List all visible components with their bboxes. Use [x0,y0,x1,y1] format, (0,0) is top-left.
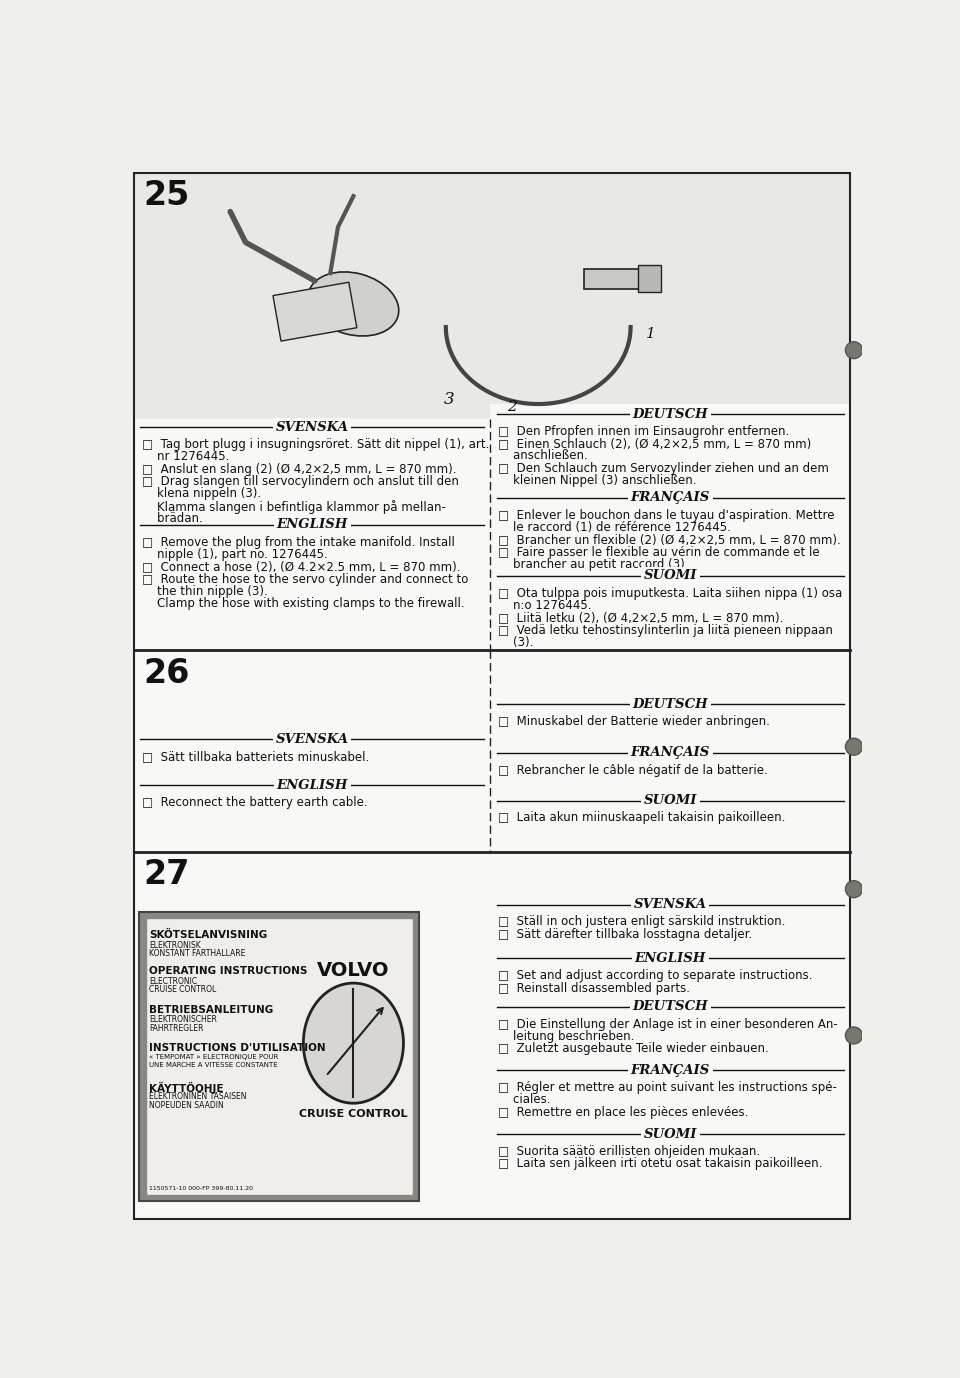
Text: 26: 26 [143,657,189,689]
Text: □  Suorita säätö erillisten ohjeiden mukaan.: □ Suorita säätö erillisten ohjeiden muka… [498,1145,760,1158]
Text: Clamp the hose with existing clamps to the firewall.: Clamp the hose with existing clamps to t… [142,597,465,610]
Text: SVENSKA: SVENSKA [276,733,348,745]
Text: □  Faire passer le flexible au vérin de commande et le: □ Faire passer le flexible au vérin de c… [498,546,820,558]
Text: ENGLISH: ENGLISH [276,518,348,532]
Text: FRANÇAIS: FRANÇAIS [631,492,710,504]
Text: NOPEUDEN SAADIN: NOPEUDEN SAADIN [150,1101,224,1109]
Text: anschließen.: anschließen. [498,449,588,463]
Circle shape [846,739,862,755]
Text: kleinen Nippel (3) anschließen.: kleinen Nippel (3) anschließen. [498,474,697,488]
Text: BETRIEBSANLEITUNG: BETRIEBSANLEITUNG [150,1005,274,1014]
Text: □  Tag bort plugg i insugningsröret. Sätt dit nippel (1), art.: □ Tag bort plugg i insugningsröret. Sätt… [142,438,489,451]
Bar [273,282,357,342]
Text: ELEKTRONISCHER: ELEKTRONISCHER [150,1016,217,1024]
Text: (3).: (3). [498,635,534,649]
Text: 1150571-10 000-FP 399-80.11.20: 1150571-10 000-FP 399-80.11.20 [150,1185,253,1191]
Text: □  Remettre en place les pièces enlevées.: □ Remettre en place les pièces enlevées. [498,1105,749,1119]
Text: KÄYTTÖOHJE: KÄYTTÖOHJE [150,1082,224,1094]
Text: □  Enlever le bouchon dans le tuyau d'aspiration. Mettre: □ Enlever le bouchon dans le tuyau d'asp… [498,508,834,522]
Text: □  Den Pfropfen innen im Einsaugrohr entfernen.: □ Den Pfropfen innen im Einsaugrohr entf… [498,424,789,438]
Text: brancher au petit raccord (3).: brancher au petit raccord (3). [498,558,688,570]
Text: CRUISE CONTROL: CRUISE CONTROL [300,1109,408,1119]
Bar [585,269,654,288]
Text: □  Sätt därefter tillbaka losstagna detaljer.: □ Sätt därefter tillbaka losstagna detal… [498,927,753,941]
Circle shape [846,342,862,358]
Text: nr 1276445.: nr 1276445. [142,451,229,463]
Text: SKÖTSELANVISNING: SKÖTSELANVISNING [150,930,268,940]
Bar [134,174,491,419]
Text: □  Minuskabel der Batterie wieder anbringen.: □ Minuskabel der Batterie wieder anbring… [498,715,770,728]
Text: □  Sätt tillbaka batteriets minuskabel.: □ Sätt tillbaka batteriets minuskabel. [142,750,369,763]
Text: □  Laita akun miinuskaapeli takaisin paikoilleen.: □ Laita akun miinuskaapeli takaisin paik… [498,812,785,824]
Text: DEUTSCH: DEUTSCH [633,408,708,420]
Text: ciales.: ciales. [498,1093,551,1107]
Text: □  Reinstall disassembled parts.: □ Reinstall disassembled parts. [498,981,690,995]
Text: CRUISE CONTROL: CRUISE CONTROL [150,985,217,995]
Text: □  Laita sen jälkeen irti otetu osat takaisin paikoilleen.: □ Laita sen jälkeen irti otetu osat taka… [498,1158,823,1170]
Circle shape [846,881,862,897]
Text: le raccord (1) de référence 1276445.: le raccord (1) de référence 1276445. [498,521,731,535]
Text: □  Ställ in och justera enligt särskild instruktion.: □ Ställ in och justera enligt särskild i… [498,915,785,929]
Text: □  Rebrancher le câble négatif de la batterie.: □ Rebrancher le câble négatif de la batt… [498,763,768,777]
Text: □  Régler et mettre au point suivant les instructions spé-: □ Régler et mettre au point suivant les … [498,1080,837,1094]
Text: brädan.: brädan. [142,511,203,525]
Text: □  Die Einstellung der Anlage ist in einer besonderen An-: □ Die Einstellung der Anlage ist in eine… [498,1018,838,1031]
Text: SUOMI: SUOMI [643,1127,697,1141]
Text: DEUTSCH: DEUTSCH [633,697,708,711]
Text: 25: 25 [143,179,189,212]
Text: the thin nipple (3).: the thin nipple (3). [142,586,268,598]
Text: Klamma slangen i befintliga klammor på mellan-: Klamma slangen i befintliga klammor på m… [142,500,445,514]
Text: □  Ota tulppa pois imuputkesta. Laita siihen nippa (1) osa: □ Ota tulppa pois imuputkesta. Laita sii… [498,587,843,599]
Text: « TEMPOMAT » ELECTRONIQUE POUR: « TEMPOMAT » ELECTRONIQUE POUR [150,1054,278,1060]
Text: UNE MARCHE A VITESSE CONSTANTE: UNE MARCHE A VITESSE CONSTANTE [150,1062,278,1068]
Text: ELEKTRONISK: ELEKTRONISK [150,941,201,949]
Ellipse shape [303,983,403,1104]
Bar [146,918,413,1195]
Text: □  Einen Schlauch (2), (Ø 4,2×2,5 mm, L = 870 mm): □ Einen Schlauch (2), (Ø 4,2×2,5 mm, L =… [498,437,811,451]
Text: FRANÇAIS: FRANÇAIS [631,1064,710,1076]
Text: n:o 1276445.: n:o 1276445. [498,599,591,612]
Text: □  Liitä letku (2), (Ø 4,2×2,5 mm, L = 870 mm).: □ Liitä letku (2), (Ø 4,2×2,5 mm, L = 87… [498,612,783,624]
Text: ENGLISH: ENGLISH [276,779,348,792]
Text: □  Reconnect the battery earth cable.: □ Reconnect the battery earth cable. [142,796,368,809]
Bar [638,266,661,292]
Text: klena nippeln (3).: klena nippeln (3). [142,488,261,500]
Text: 2: 2 [508,400,517,415]
Text: 3: 3 [444,391,455,408]
Text: 1: 1 [646,327,656,342]
Text: KONSTANT FARTHALLARE: KONSTANT FARTHALLARE [150,949,246,958]
Text: □  Vedä letku tehostinsylinterlin ja liitä pieneen nippaan: □ Vedä letku tehostinsylinterlin ja liit… [498,623,833,637]
Text: nipple (1), part no. 1276445.: nipple (1), part no. 1276445. [142,548,327,561]
Text: SVENSKA: SVENSKA [634,898,707,911]
Text: □  Anslut en slang (2) (Ø 4,2×2,5 mm, L = 870 mm).: □ Anslut en slang (2) (Ø 4,2×2,5 mm, L =… [142,463,456,475]
Ellipse shape [308,271,398,336]
Bar [491,174,850,404]
Bar [139,912,419,1202]
Text: □  Connect a hose (2), (Ø 4.2×2.5 mm, L = 870 mm).: □ Connect a hose (2), (Ø 4.2×2.5 mm, L =… [142,561,460,573]
Text: DEUTSCH: DEUTSCH [633,1000,708,1013]
Text: ELECTRONIC: ELECTRONIC [150,977,198,985]
Text: OPERATING INSTRUCTIONS: OPERATING INSTRUCTIONS [150,966,308,976]
Text: ELEKTRONINEN TASAISEN: ELEKTRONINEN TASAISEN [150,1093,247,1101]
Text: □  Zuletzt ausgebaute Teile wieder einbauen.: □ Zuletzt ausgebaute Teile wieder einbau… [498,1042,769,1056]
Text: SUOMI: SUOMI [643,794,697,808]
Text: □  Den Schlauch zum Servozylinder ziehen und an dem: □ Den Schlauch zum Servozylinder ziehen … [498,462,829,475]
Text: ENGLISH: ENGLISH [635,952,706,965]
Text: INSTRUCTIONS D'UTILISATION: INSTRUCTIONS D'UTILISATION [150,1043,326,1053]
Text: □  Drag slangen till servocylindern och anslut till den: □ Drag slangen till servocylindern och a… [142,475,459,488]
Text: SVENSKA: SVENSKA [276,420,348,434]
Text: □  Brancher un flexible (2) (Ø 4,2×2,5 mm, L = 870 mm).: □ Brancher un flexible (2) (Ø 4,2×2,5 mm… [498,533,841,547]
Text: FRANÇAIS: FRANÇAIS [631,747,710,759]
Text: □  Remove the plug from the intake manifold. Install: □ Remove the plug from the intake manifo… [142,536,454,548]
Circle shape [846,1027,862,1045]
Text: FAHRTREGLER: FAHRTREGLER [150,1024,204,1034]
Text: □  Route the hose to the servo cylinder and connect to: □ Route the hose to the servo cylinder a… [142,573,468,586]
Text: leitung beschrieben.: leitung beschrieben. [498,1031,635,1043]
Text: SUOMI: SUOMI [643,569,697,583]
Text: VOLVO: VOLVO [317,960,390,980]
Text: □  Set and adjust according to separate instructions.: □ Set and adjust according to separate i… [498,969,813,983]
Text: 27: 27 [143,858,189,892]
